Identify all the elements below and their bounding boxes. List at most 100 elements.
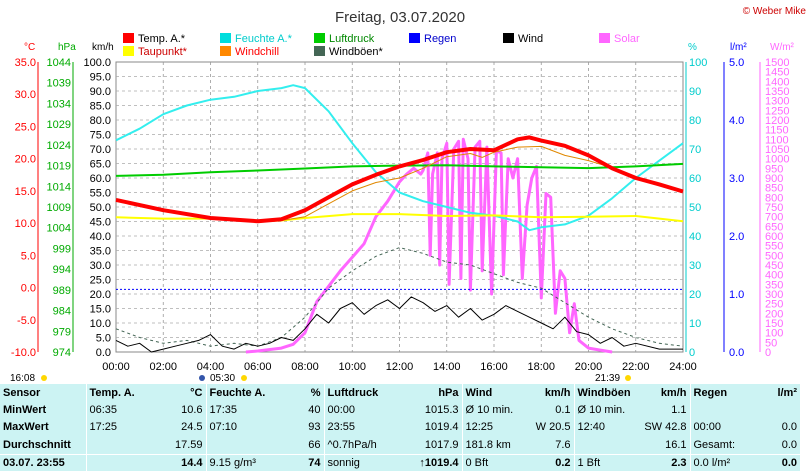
x-tick-label: 20:00 [575, 361, 603, 373]
stats-cell: 0.0 [760, 453, 800, 472]
axis-tick-label-hpa: 1024 [47, 140, 71, 152]
stats-cell: 17:35 [205, 401, 274, 419]
axis-tick-label-hpa: 1014 [47, 181, 71, 193]
statistics-table: Sensor Temp. A. °C Feuchte A.% Luftdruck hPa W… [0, 384, 800, 472]
stats-cell: 1.1 [671, 404, 687, 417]
stats-cell: 0.2 [524, 453, 574, 472]
axis-tick-label-solar: 100 [765, 328, 783, 340]
plot-area [115, 61, 684, 354]
stats-cell: sonnig [323, 453, 400, 472]
axis-tick-label-solar: 1350 [765, 86, 789, 98]
stats-cell: Gesamt: [689, 436, 760, 455]
sunset-time: 21:39 [595, 373, 620, 384]
axis-tick-label-hpa: 989 [53, 285, 71, 297]
stats-cell: 07:10 [205, 418, 274, 437]
legend-swatch [314, 33, 325, 43]
axis-tick-label-temp: 35.0 [15, 57, 36, 69]
stats-cell: 03.07. 23:55 [0, 453, 86, 472]
x-tick-label: 24:00 [669, 361, 697, 373]
series-line-windb-en [115, 247, 684, 347]
stats-cell: km/h [544, 386, 571, 399]
stats-cell: SW 42.8 [644, 421, 687, 434]
axis-tick-label-kmh: 65.0 [90, 159, 111, 171]
axis-tick-label-kmh: 90.0 [90, 86, 111, 98]
stats-row: Durchschnitt 17.59 66 ^0.7hPa/h 1017.9 181.8 … [0, 436, 800, 455]
axis-tick-label-solar: 1200 [765, 115, 789, 127]
axis-tick-label-kmh: 60.0 [90, 173, 111, 185]
axis-tick-label-solar: 50 [765, 337, 777, 349]
axis-tick-label-temp: 20.0 [15, 154, 36, 166]
chart-legend: Temp. A.*Taupunkt* Feuchte A.*Windchill Lu… [123, 33, 640, 58]
sunrise-time: 05:30 [210, 373, 235, 384]
stats-cell [205, 436, 274, 455]
axis-tick-label-solar: 1250 [765, 105, 789, 117]
stats-cell: 1 Bft [573, 453, 640, 472]
axis-tick-label-hpa: 994 [53, 264, 71, 276]
axis-tick-label-hpa: 1004 [47, 223, 71, 235]
legend-swatch [123, 46, 134, 56]
chart-axes: 35.0 30.0 25.0 20.0 15.0 10.0 5.0 0.0 -5.0 -10.0 °… [11, 42, 795, 373]
stats-cell: 00:00 [323, 401, 400, 419]
stats-cell: ^0.7hPa/h [323, 436, 400, 455]
axis-tick-label-temp: 25.0 [15, 121, 36, 133]
statistics-panel: Sensor Temp. A. °C Feuchte A.% Luftdruck hPa W… [0, 384, 800, 472]
x-tick-label: 10:00 [338, 361, 366, 373]
stats-cell: 7.6 [555, 438, 571, 451]
x-tick-label: 12:00 [386, 361, 414, 373]
legend-swatch [503, 33, 514, 43]
stats-cell: Regen [689, 384, 760, 402]
axis-tick-label-hpa: 999 [53, 243, 71, 255]
stats-cell [85, 453, 156, 472]
axis-tick-label-kmh: 95.0 [90, 72, 111, 84]
stats-cell: l/m² [777, 386, 797, 399]
axis-title-solar: W/m² [770, 42, 795, 53]
stats-cell: 0.0 [781, 438, 797, 451]
sun-icon [241, 375, 247, 381]
axis-tick-label-temp: 5.0 [21, 250, 36, 262]
axis-tick-label-solar: 750 [765, 202, 783, 214]
stats-cell: 16.1 [665, 438, 687, 451]
axis-tick-label-rain: 1.0 [729, 289, 744, 301]
stats-cell [689, 401, 760, 419]
axis-title-temp: °C [24, 42, 35, 53]
axis-tick-label-solar: 150 [765, 318, 783, 330]
axis-tick-label-pct: 80 [689, 115, 701, 127]
legend-swatch [599, 33, 610, 43]
axis-tick-label-temp: 15.0 [15, 186, 36, 198]
stats-cell: Wind [461, 384, 524, 402]
axis-tick-label-kmh: 70.0 [90, 144, 111, 156]
stats-row: 03.07. 23:55 14.4 9.15 g/m³ 74 sonnig ↑1019.4… [0, 453, 800, 472]
series-line-feuchte-a [115, 84, 684, 232]
stats-cell: 1017.9 [424, 438, 459, 451]
axis-tick-label-solar: 300 [765, 289, 783, 301]
axis-tick-label-rain: 3.0 [729, 173, 744, 185]
sunset-icon [625, 375, 631, 381]
stats-cell: 0 Bft [461, 453, 524, 472]
axis-tick-label-rain: 4.0 [729, 115, 744, 127]
x-tick-label: 16:00 [480, 361, 508, 373]
axis-title-rain: l/m² [730, 42, 747, 53]
axis-tick-label-kmh: 0.0 [96, 347, 111, 359]
axis-tick-label-kmh: 45.0 [90, 217, 111, 229]
stats-cell: 93 [308, 421, 321, 434]
stats-cell: 0.0 l/m² [689, 453, 760, 472]
legend-label: Feuchte A.* [235, 33, 293, 45]
axis-tick-label-rain: 5.0 [729, 57, 744, 69]
x-tick-label: 02:00 [149, 361, 177, 373]
axis-tick-label-pct: 70 [689, 144, 701, 156]
axis-tick-label-solar: 1150 [765, 125, 789, 137]
axis-tick-label-kmh: 40.0 [90, 231, 111, 243]
axis-tick-label-solar: 900 [765, 173, 783, 185]
axis-tick-label-pct: 90 [689, 86, 701, 98]
axis-tick-label-pct: 50 [689, 202, 701, 214]
stats-cell [760, 401, 800, 418]
stats-cell: Windböen [573, 384, 640, 402]
axis-tick-label-pct: 100 [689, 57, 707, 69]
axis-tick-label-pct: 30 [689, 260, 701, 272]
stats-cell: 9.15 g/m³ [205, 453, 274, 472]
stats-cell [85, 436, 156, 455]
legend-swatch [220, 46, 231, 56]
axis-tick-label-kmh: 15.0 [90, 304, 111, 316]
axis-tick-label-solar: 800 [765, 192, 783, 204]
legend-label: Temp. A.* [138, 33, 186, 45]
